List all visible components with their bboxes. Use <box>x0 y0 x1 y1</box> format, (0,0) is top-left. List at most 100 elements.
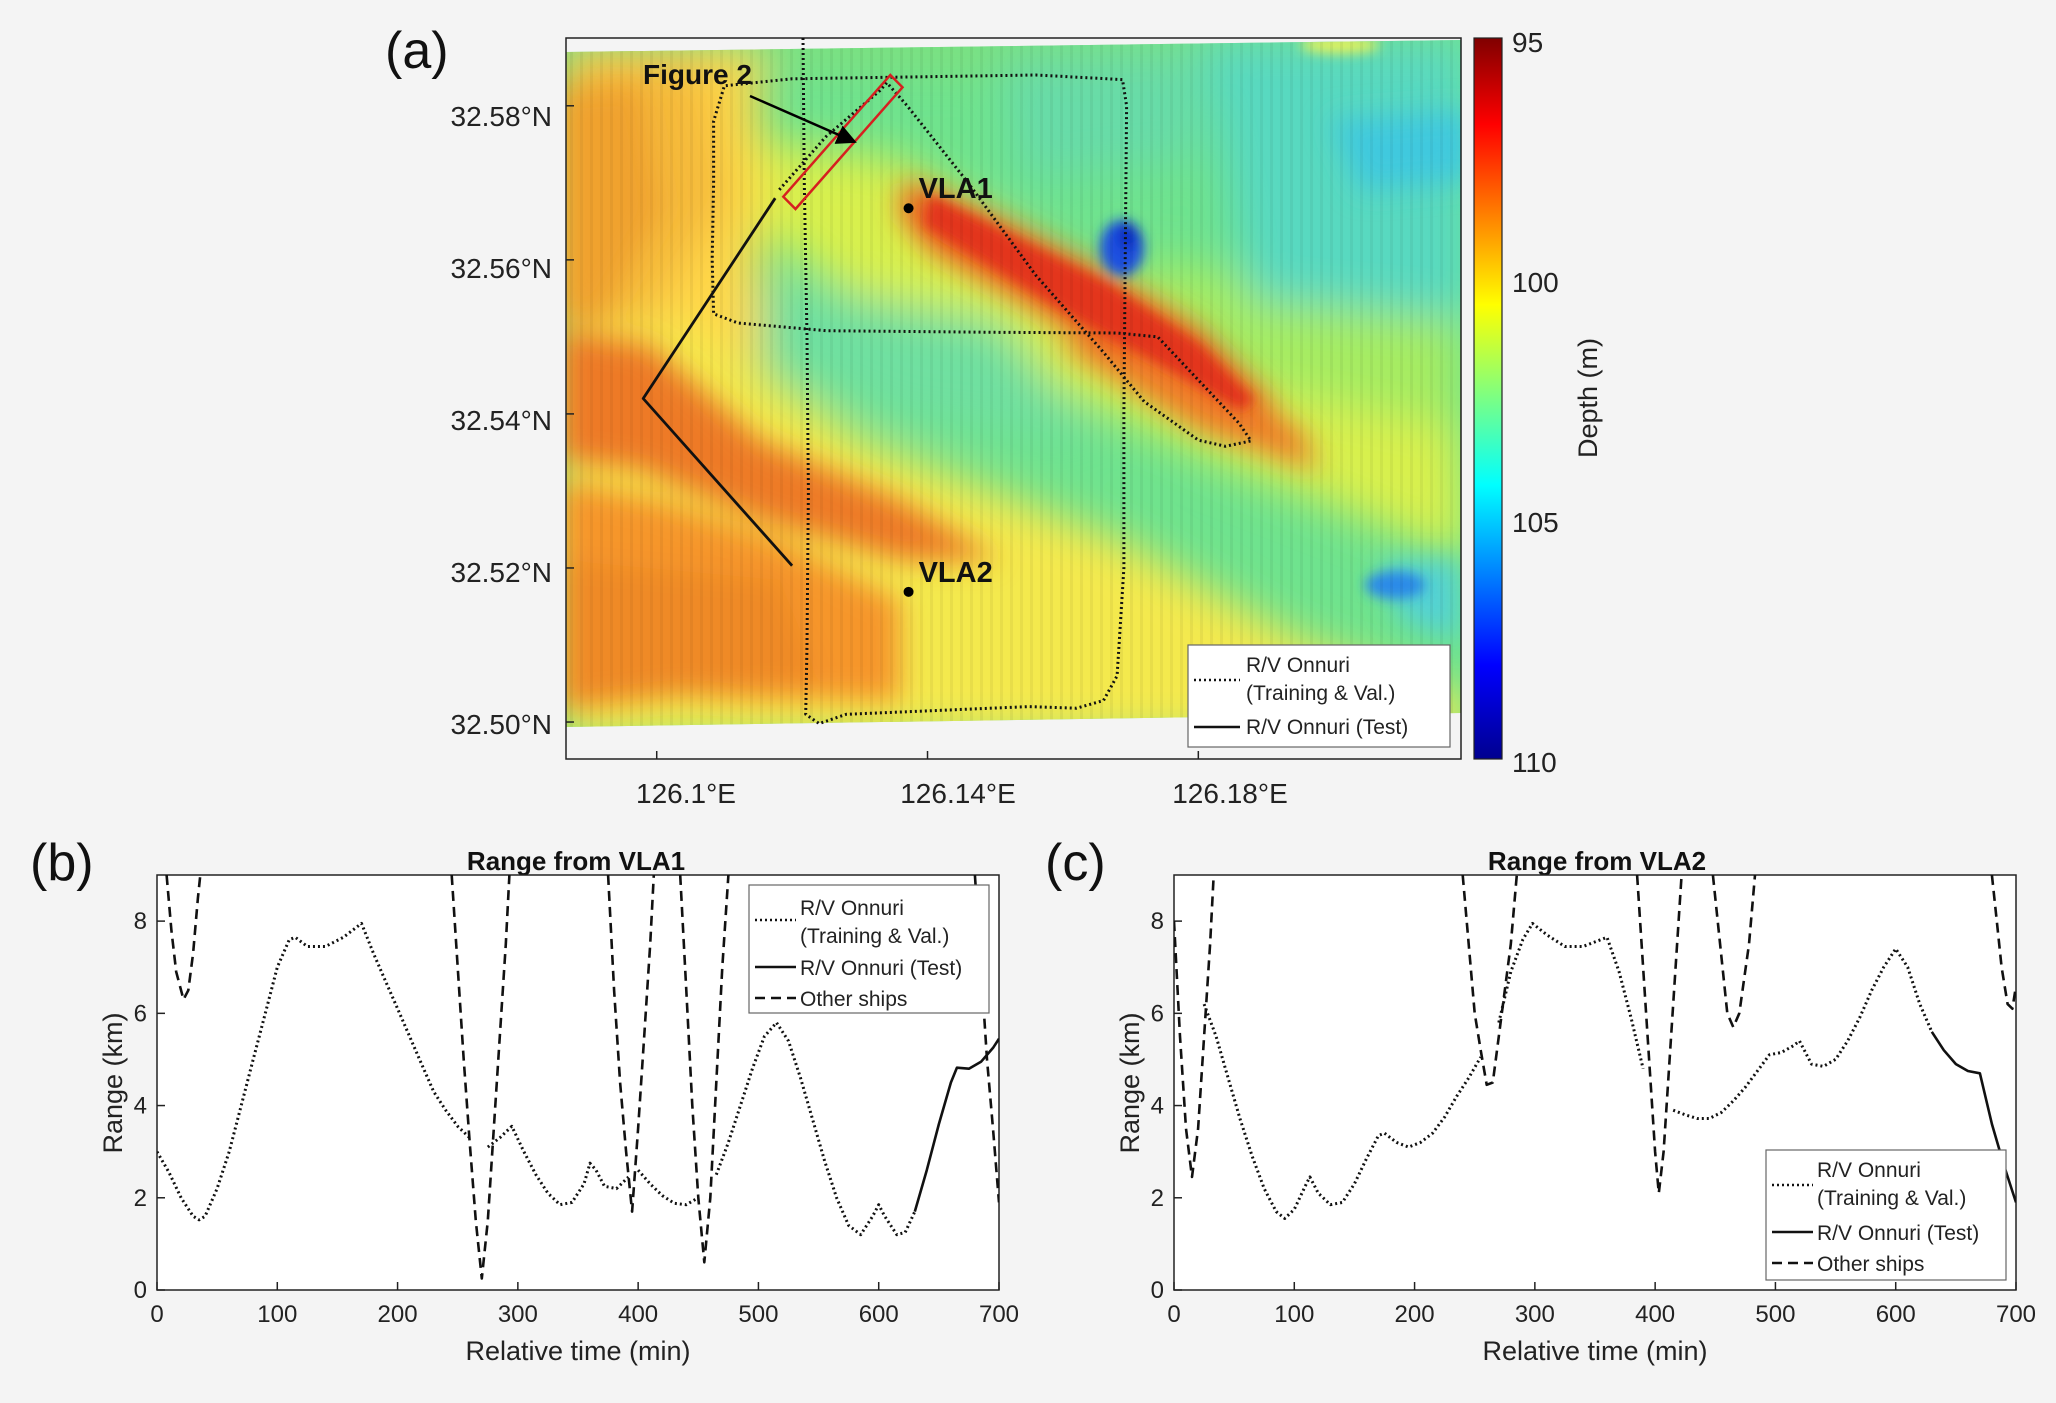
map-x-tick-label: 126.1°E <box>636 778 736 809</box>
legend-train-label: R/V Onnuri <box>1817 1159 1921 1182</box>
y-tick-label: 6 <box>134 1000 147 1027</box>
x-tick-label: 0 <box>1167 1301 1180 1328</box>
training-range-line <box>1202 1003 1482 1220</box>
panel-b-xlabel: Relative time (min) <box>465 1336 690 1366</box>
x-tick-label: 500 <box>1755 1301 1795 1328</box>
figure2-box <box>781 73 905 211</box>
training-range-line <box>1672 947 1934 1120</box>
map-x-tick-label: 126.14°E <box>900 778 1016 809</box>
map-y-tick-label: 32.52°N <box>451 557 553 588</box>
colorbar-tick-label: 110 <box>1512 747 1557 778</box>
map-legend: R/V Onnuri (Training & Val.) R/V Onnuri … <box>1187 644 1451 748</box>
vla-marker <box>903 586 914 597</box>
x-tick-label: 400 <box>618 1301 658 1328</box>
colorbar-tick-label: 95 <box>1512 27 1543 58</box>
other-ship-range-line <box>973 875 999 1203</box>
x-tick-label: 700 <box>1996 1301 2036 1328</box>
y-tick-label: 6 <box>1151 1000 1164 1027</box>
panel-b-ylabel: Range (km) <box>98 1012 128 1153</box>
figure2-arrow <box>749 94 857 144</box>
y-tick-label: 4 <box>134 1093 147 1120</box>
colorbar: 95 100 105 110 Depth (m) <box>1473 27 1603 778</box>
figure2-annotation: Figure 2 <box>643 59 857 144</box>
other-ship-range-line <box>1711 875 1757 1029</box>
other-ship-range-line <box>165 875 202 1001</box>
other-ship-range-line <box>1635 875 1683 1195</box>
vla-marker <box>903 203 914 214</box>
map-ticks: 32.58°N 32.56°N 32.54°N 32.52°N 32.50°N … <box>451 101 1288 809</box>
legend-other-label: Other ships <box>1817 1253 1924 1276</box>
y-tick-label: 2 <box>134 1185 147 1212</box>
y-tick-label: 4 <box>1151 1093 1164 1120</box>
map-x-tick-label: 126.18°E <box>1172 778 1288 809</box>
vla-label: VLA2 <box>919 557 993 589</box>
panel-c: (c) Range from VLA2 0 100 200 300 400 500 600 7… <box>1045 834 2036 1366</box>
panel-b-lines <box>157 875 999 1280</box>
map-y-tick-label: 32.58°N <box>451 101 553 132</box>
other-ship-range-line <box>606 875 656 1213</box>
legend-train-label-2: (Training & Val.) <box>1817 1187 1966 1210</box>
test-track <box>641 197 794 567</box>
bathymetry-heatmap <box>566 40 1461 727</box>
y-tick-label: 8 <box>1151 908 1164 935</box>
x-tick-label: 600 <box>1876 1301 1916 1328</box>
x-tick-label: 0 <box>150 1301 163 1328</box>
legend-test-label: R/V Onnuri (Test) <box>1246 716 1408 739</box>
x-tick-label: 100 <box>257 1301 297 1328</box>
colorbar-gradient <box>1473 37 1503 760</box>
x-tick-label: 300 <box>1515 1301 1555 1328</box>
training-range-line <box>636 1169 700 1207</box>
x-tick-label: 600 <box>859 1301 899 1328</box>
panel-c-ticks: 0 100 200 300 400 500 600 700 0 2 4 6 8 <box>1151 908 2036 1328</box>
legend-test-label: R/V Onnuri (Test) <box>1817 1222 1979 1245</box>
legend-train-label: R/V Onnuri <box>1246 654 1350 677</box>
map-y-tick-label: 32.54°N <box>451 405 553 436</box>
panel-c-title: Range from VLA2 <box>1488 846 1706 876</box>
panel-b-legend-box <box>748 884 990 1014</box>
panel-c-ylabel: Range (km) <box>1115 1012 1145 1153</box>
colorbar-tick-label: 100 <box>1512 267 1559 298</box>
panel-b-ticks: 0 100 200 300 400 500 600 700 0 2 4 6 8 <box>134 908 1019 1328</box>
figure2-label: Figure 2 <box>643 59 752 90</box>
y-tick-label: 0 <box>1151 1277 1164 1304</box>
legend-test-label: R/V Onnuri (Test) <box>800 957 962 980</box>
ship-tracks <box>641 37 1253 726</box>
map-y-tick-label: 32.56°N <box>451 253 553 284</box>
training-range-line <box>1497 921 1645 1070</box>
legend-train-label-2: (Training & Val.) <box>1246 682 1395 705</box>
panel-a: (a) <box>385 22 1603 809</box>
training-range-line <box>486 1124 630 1207</box>
panel-b-label: (b) <box>30 834 94 892</box>
map-y-tick-label: 32.50°N <box>451 709 553 740</box>
legend-train-label-2: (Training & Val.) <box>800 925 949 948</box>
panel-c-xlabel: Relative time (min) <box>1482 1336 1707 1366</box>
panel-b-title: Range from VLA1 <box>467 846 685 876</box>
panel-c-legend-box <box>1765 1149 2007 1281</box>
panel-a-label: (a) <box>385 22 449 80</box>
colorbar-tick-label: 105 <box>1512 507 1559 538</box>
colorbar-label: Depth (m) <box>1573 338 1603 458</box>
series-group <box>157 875 999 1280</box>
legend-train-label: R/V Onnuri <box>800 897 904 920</box>
x-tick-label: 500 <box>738 1301 778 1328</box>
vla-markers: VLA1 VLA2 <box>903 173 993 597</box>
panel-c-legend: R/V Onnuri (Training & Val.) R/V Onnuri … <box>1765 1149 2007 1281</box>
other-ship-range-line <box>1461 875 1519 1087</box>
y-tick-label: 0 <box>134 1277 147 1304</box>
x-tick-label: 200 <box>378 1301 418 1328</box>
x-tick-label: 100 <box>1274 1301 1314 1328</box>
other-ship-range-line <box>450 875 511 1280</box>
vla-label: VLA1 <box>919 173 993 205</box>
x-tick-label: 700 <box>979 1301 1019 1328</box>
other-ship-range-line <box>1174 875 1215 1179</box>
panel-b-legend: R/V Onnuri (Training & Val.) R/V Onnuri … <box>748 884 990 1014</box>
panel-c-label: (c) <box>1045 834 1106 892</box>
other-ship-range-line <box>1990 875 2016 1011</box>
x-tick-label: 400 <box>1635 1301 1675 1328</box>
training-track <box>710 37 1253 726</box>
other-ship-range-line <box>678 875 730 1264</box>
map-axes <box>565 37 1462 760</box>
legend-other-label: Other ships <box>800 988 907 1011</box>
map-legend-box <box>1187 644 1451 748</box>
